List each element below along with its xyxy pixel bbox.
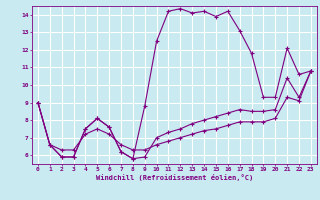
X-axis label: Windchill (Refroidissement éolien,°C): Windchill (Refroidissement éolien,°C) bbox=[96, 174, 253, 181]
